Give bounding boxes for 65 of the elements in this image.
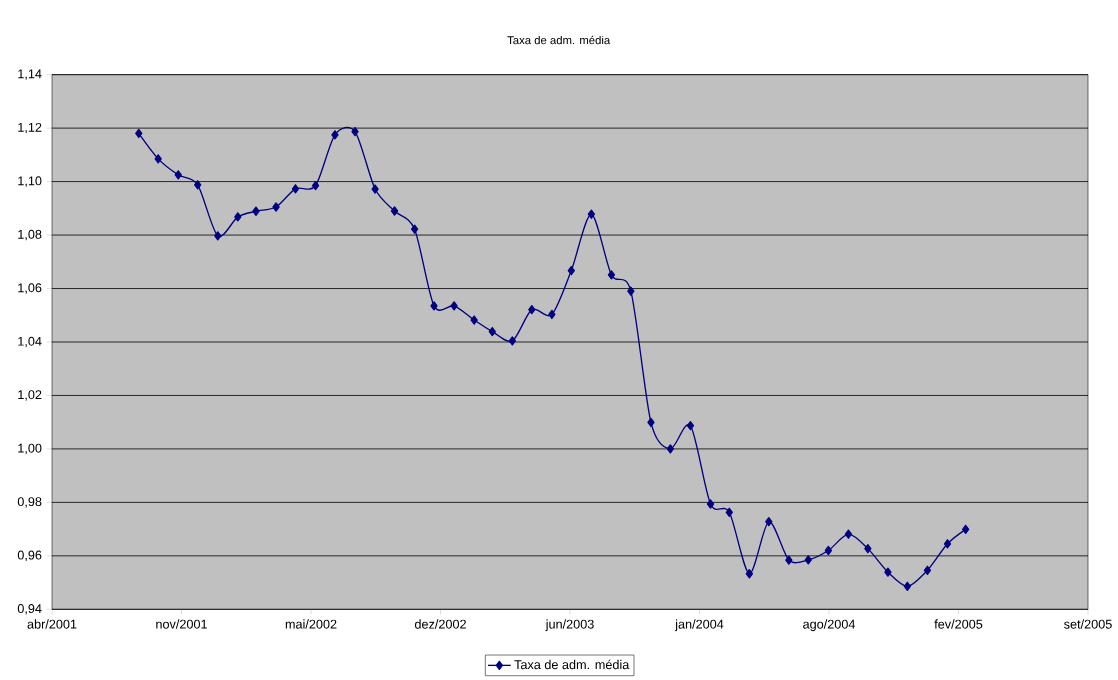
point: [331, 130, 339, 140]
point: [923, 565, 932, 575]
x-tick-label: mai/2002: [285, 619, 337, 629]
point: [390, 206, 399, 216]
point: [272, 202, 280, 212]
point: [627, 286, 635, 296]
x-tick-label: jun/2003: [545, 619, 594, 632]
point: [745, 569, 754, 579]
y-tick-label: 0,96: [17, 550, 42, 562]
y-tick-label: 0,98: [17, 497, 42, 508]
point: [647, 417, 655, 428]
point: [785, 555, 793, 565]
point: [706, 499, 715, 509]
x-tick-label: jan/2004: [674, 619, 724, 632]
point: [567, 265, 575, 276]
x-tick-label: set/2005: [1064, 619, 1112, 629]
point: [864, 543, 872, 554]
y-tick-label: 1,02: [18, 390, 42, 401]
y-tick-label: 0,94: [17, 604, 42, 615]
point: [174, 170, 182, 180]
point: [548, 309, 556, 320]
y-tick-label: 1,14: [18, 69, 42, 80]
point: [194, 180, 202, 190]
point: [488, 326, 496, 337]
point: [528, 304, 536, 315]
point: [943, 539, 952, 549]
y-tick-label: 1,08: [18, 229, 42, 241]
point: [311, 180, 320, 191]
point: [154, 154, 162, 164]
point: [371, 184, 379, 194]
x-tick-label: nov/2001: [156, 619, 207, 629]
x-tick-label: ago/2004: [803, 619, 856, 632]
point: [135, 128, 143, 139]
point: [725, 507, 733, 517]
chart-title: Taxa de adm. média: [507, 35, 611, 45]
point: [430, 301, 438, 311]
point: [587, 209, 596, 219]
point: [351, 126, 359, 137]
point: [844, 529, 853, 539]
point: [961, 524, 970, 535]
x-tick-label: abr/2001: [27, 619, 77, 629]
point: [903, 581, 912, 591]
point: [470, 315, 478, 325]
point: [450, 301, 458, 311]
point: [252, 206, 260, 216]
point: [410, 224, 419, 234]
point: [508, 336, 517, 346]
y-tick-label: 1,00: [18, 443, 42, 455]
legend-label: Taxa de adm. média: [514, 659, 630, 670]
point: [291, 184, 300, 194]
point: [765, 516, 773, 527]
x-tick-label: fev/2005: [934, 619, 983, 629]
point: [234, 212, 242, 222]
y-tick-label: 1,04: [18, 336, 42, 348]
y-tick-label: 1,06: [18, 283, 42, 294]
point: [607, 270, 616, 280]
point: [686, 420, 695, 431]
point: [214, 231, 222, 241]
point: [884, 567, 892, 577]
point: [824, 545, 833, 556]
x-tick-label: dez/2002: [414, 619, 466, 629]
y-tick-label: 1,10: [18, 176, 42, 187]
point: [666, 444, 675, 454]
y-tick-label: 1,12: [18, 122, 42, 134]
point: [804, 555, 812, 565]
